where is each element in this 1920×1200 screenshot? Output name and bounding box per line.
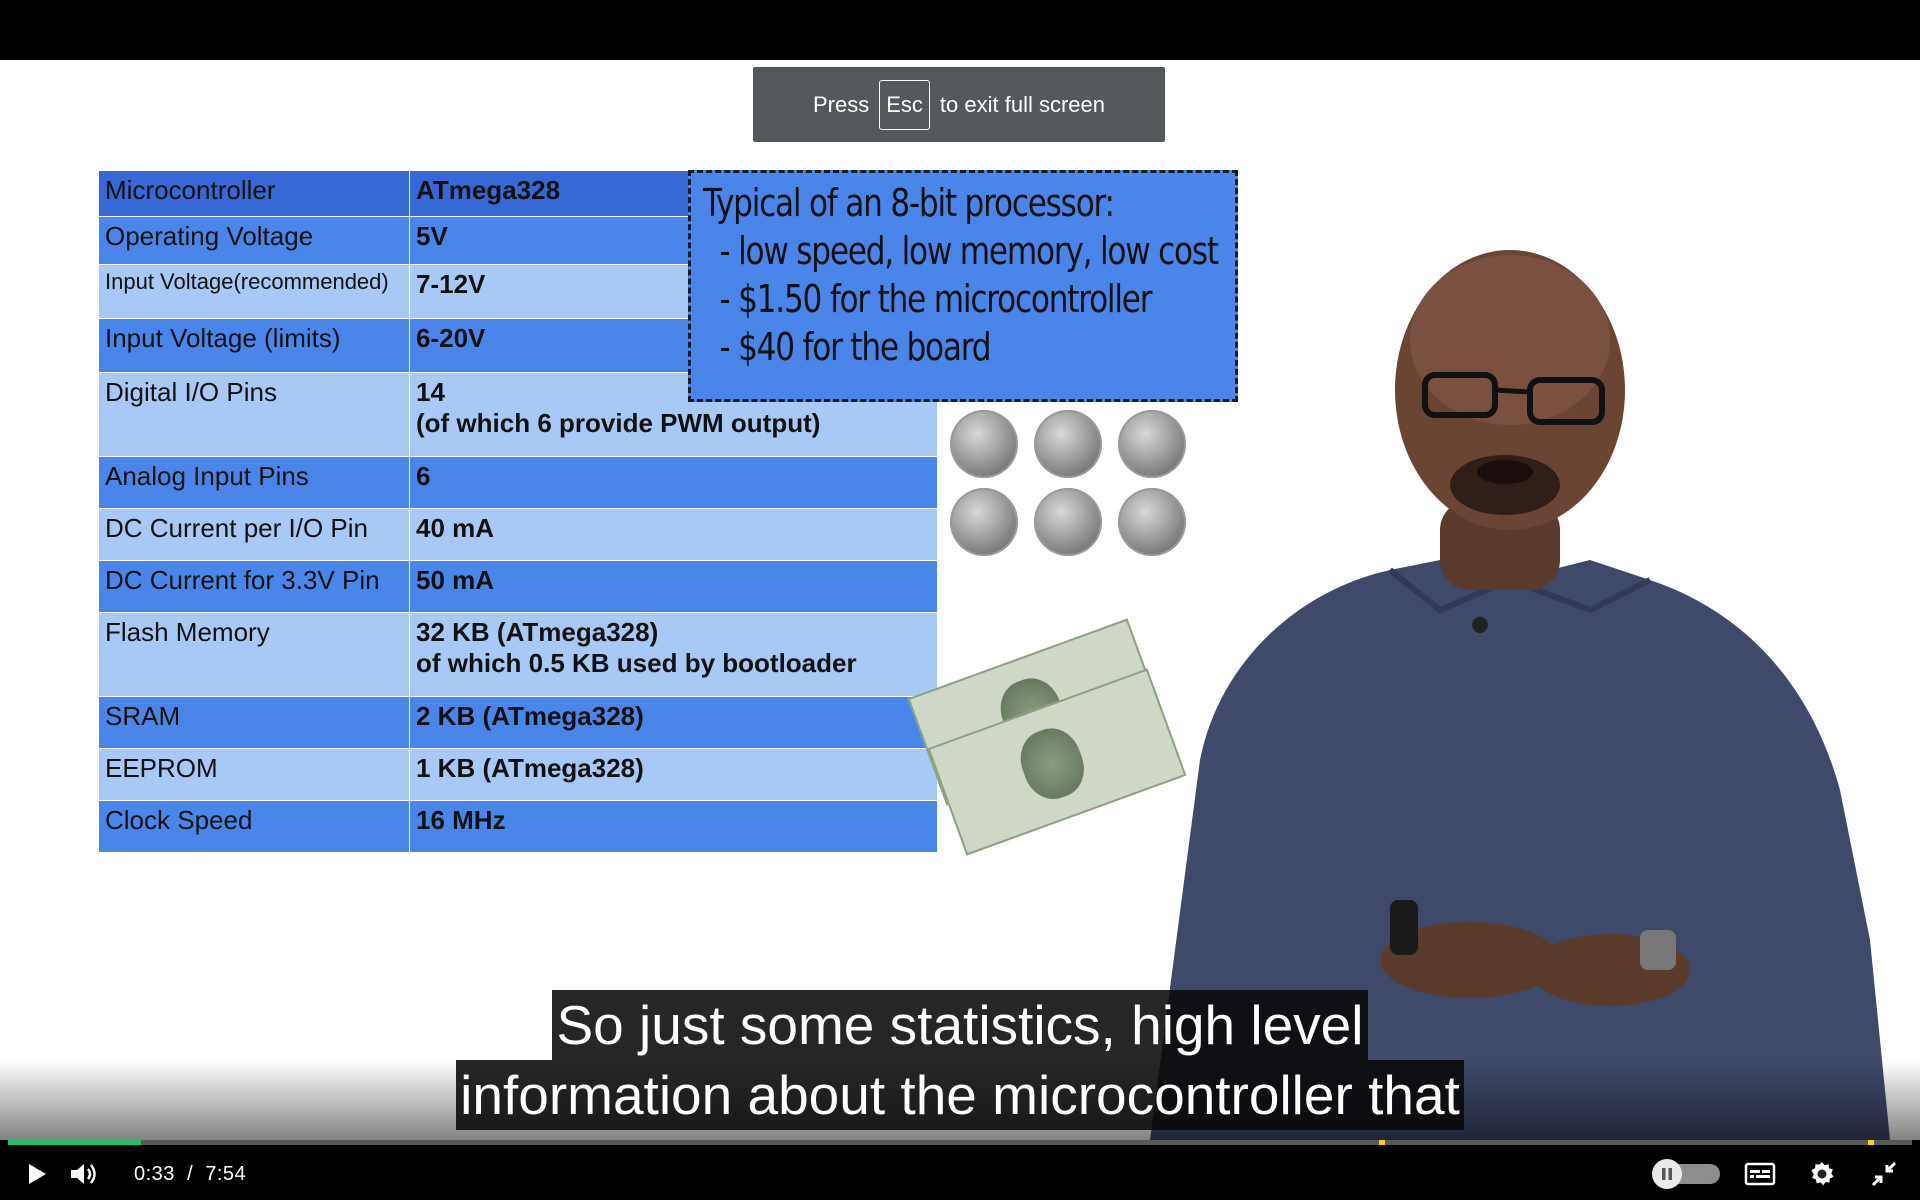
- spec-value-line: 16 MHz: [416, 805, 506, 835]
- exit-fullscreen-icon: [1871, 1161, 1897, 1187]
- spec-row: SRAM 2 KB (ATmega328): [98, 696, 938, 749]
- volume-button[interactable]: [62, 1152, 106, 1196]
- player-controls: 0:33 / 7:54: [0, 1148, 1920, 1200]
- spec-value-line: 2 KB (ATmega328): [416, 701, 644, 731]
- coin: [1118, 488, 1186, 556]
- spec-row: Analog Input Pins 6: [98, 456, 938, 509]
- spec-value: 6: [409, 456, 938, 509]
- caption-line: So just some statistics, high level: [552, 990, 1368, 1060]
- coin: [950, 488, 1018, 556]
- volume-icon: [71, 1164, 96, 1184]
- progress-played: [8, 1140, 141, 1145]
- spec-value: 14 (of which 6 provide PWM output): [409, 372, 938, 457]
- callout-box: Typical of an 8-bit processor: - low spe…: [688, 170, 1238, 402]
- settings-button[interactable]: [1800, 1152, 1844, 1196]
- esc-key: Esc: [879, 79, 930, 130]
- spec-key: DC Current per I/O Pin: [98, 508, 410, 561]
- spec-value-line: 6: [416, 461, 431, 491]
- spec-row: DC Current for 3.3V Pin 50 mA: [98, 560, 938, 613]
- gear-icon: [1811, 1162, 1834, 1186]
- coin: [1034, 488, 1102, 556]
- spec-value: 32 KB (ATmega328) of which 0.5 KB used by…: [409, 612, 938, 697]
- play-icon: [29, 1164, 46, 1184]
- spec-key: Flash Memory: [98, 612, 410, 697]
- spec-value-line: 14: [416, 377, 445, 407]
- captions: So just some statistics, high level info…: [0, 990, 1920, 1130]
- spec-row: Digital I/O Pins 14 (of which 6 provide PW…: [98, 372, 938, 457]
- fullscreen-toast: Press Esc to exit full screen: [753, 67, 1165, 142]
- current-time: 0:33: [134, 1162, 175, 1185]
- spec-key: Input Voltage (limits): [98, 318, 410, 373]
- spec-value-line: ATmega328: [416, 175, 561, 205]
- spec-row: Flash Memory 32 KB (ATmega328) of which 0.…: [98, 612, 938, 697]
- coin: [950, 410, 1018, 478]
- spec-value: 50 mA: [409, 560, 938, 613]
- callout-title: Typical of an 8-bit processor:: [703, 181, 1115, 225]
- spec-value: 2 KB (ATmega328): [409, 696, 938, 749]
- coin: [1118, 410, 1186, 478]
- captions-button[interactable]: [1738, 1152, 1782, 1196]
- spec-value-line: (of which 6 provide PWM output): [416, 408, 821, 438]
- callout-bullet: - $40 for the board: [719, 325, 991, 369]
- chapter-marker: [1378, 1140, 1385, 1145]
- spec-value-line: 32 KB (ATmega328): [416, 617, 659, 647]
- spec-row: Clock Speed 16 MHz: [98, 800, 938, 853]
- spec-key: SRAM: [98, 696, 410, 749]
- spec-key: Microcontroller: [98, 170, 410, 217]
- spec-value-line: 1 KB (ATmega328): [416, 753, 644, 783]
- spec-key: Analog Input Pins: [98, 456, 410, 509]
- exit-fullscreen-button[interactable]: [1862, 1152, 1906, 1196]
- video-frame[interactable]: Microcontroller ATmega328 Operating Voltag…: [0, 60, 1920, 1140]
- spec-key: Operating Voltage: [98, 216, 410, 265]
- coins-image: [950, 410, 1190, 570]
- captions-icon: [1744, 1162, 1776, 1186]
- spec-value-line: 50 mA: [416, 565, 495, 595]
- toast-suffix: to exit full screen: [939, 91, 1105, 117]
- spec-value: 40 mA: [409, 508, 938, 561]
- spec-key: Digital I/O Pins: [98, 372, 410, 457]
- spec-key: EEPROM: [98, 748, 410, 801]
- spec-value-line: 7-12V: [416, 269, 486, 299]
- spec-row: EEPROM 1 KB (ATmega328): [98, 748, 938, 801]
- spec-key: DC Current for 3.3V Pin: [98, 560, 410, 613]
- coin: [1034, 410, 1102, 478]
- toast-prefix: Press: [812, 91, 870, 117]
- spec-value-line: 6-20V: [416, 323, 486, 353]
- pause-icon: [1652, 1159, 1682, 1189]
- spec-row: DC Current per I/O Pin 40 mA: [98, 508, 938, 561]
- progress-bar[interactable]: [8, 1140, 1912, 1145]
- autoplay-toggle[interactable]: [1652, 1159, 1720, 1189]
- duration: 7:54: [205, 1162, 247, 1185]
- chapter-marker: [1868, 1140, 1875, 1145]
- spec-value-line: 40 mA: [416, 513, 495, 543]
- play-button[interactable]: [14, 1152, 58, 1196]
- callout-bullet: - low speed, low memory, low cost: [719, 229, 1219, 273]
- spec-value-line: 5V: [416, 221, 448, 251]
- callout-bullet: - $1.50 for the microcontroller: [719, 277, 1152, 321]
- spec-value: 16 MHz: [409, 800, 938, 853]
- time-display: 0:33 / 7:54: [134, 1163, 246, 1186]
- spec-value-line: of which 0.5 KB used by bootloader: [416, 648, 857, 678]
- spec-key: Input Voltage(recommended): [98, 264, 410, 319]
- caption-line: information about the microcontroller th…: [456, 1060, 1464, 1130]
- spec-key: Clock Speed: [98, 800, 410, 853]
- time-separator: /: [187, 1162, 194, 1185]
- spec-value: 1 KB (ATmega328): [409, 748, 938, 801]
